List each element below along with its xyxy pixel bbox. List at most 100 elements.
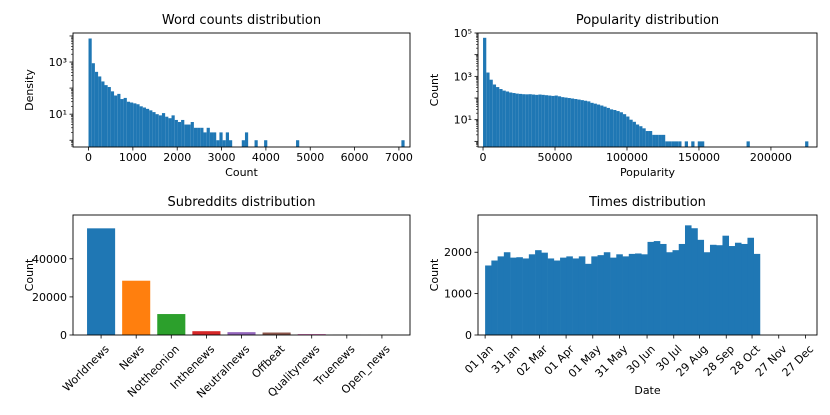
subreddits-bar [157,314,186,335]
popularity-bar [502,90,506,147]
popularity-bar [544,95,549,147]
word_counts-bar [222,140,226,147]
word_counts-xtick-label: 1000 [119,151,147,164]
popularity-bar [492,84,497,147]
times-bar [560,257,567,335]
word_counts-bar [225,132,229,147]
times-bar [485,265,492,335]
popularity-ytick-label: 10³ [454,70,472,83]
times-bar [635,253,642,335]
word_counts-bar [171,115,175,147]
word_counts-bar [158,115,162,147]
word_counts-bar [145,108,150,147]
word_counts-xtick-label: 0 [85,151,92,164]
times-bar [622,256,630,335]
popularity-bar [512,93,516,147]
popularity-bar [489,79,493,147]
popularity-bar [486,72,490,147]
word_counts-xtick-label: 7000 [385,151,413,164]
times-xlabel: Date [634,384,661,397]
word_counts-bar [120,99,124,147]
popularity-bar [632,121,636,147]
word_counts-bar [206,127,210,147]
word_counts-bar [91,63,95,147]
subreddits-bar [227,332,256,335]
popularity-bar [600,105,604,147]
times-bar [709,244,717,335]
times-bar [660,243,667,335]
subreddits-bar [297,334,326,335]
popularity-bar [561,97,565,147]
times-bar [597,255,605,335]
times-bar [553,260,561,335]
word_counts-bar [200,127,204,147]
word_counts-axes-frame [72,32,411,148]
popularity-bar [583,100,588,147]
times-bar [747,237,755,335]
popularity-bar [557,96,562,147]
times-bar [728,246,736,335]
times-bar [610,257,617,335]
popularity-bar [496,87,500,147]
popularity-bar [518,93,523,147]
times-bar [753,253,761,335]
word_counts-bar [101,81,105,147]
word_counts-bar [254,140,258,147]
word_counts-bar [177,122,182,147]
subreddits-bar [262,332,291,335]
popularity-bar [515,93,519,147]
word_counts-chart: 0 1000 2000 3000 4000 5000 6000 7000 10¹ 10³ Word … [23,13,413,179]
times-bar [697,239,705,335]
word_counts-bar [174,119,178,147]
times-bar [734,242,742,335]
popularity-bar [577,99,581,147]
times-bar [547,258,555,335]
popularity-bar [691,141,695,147]
popularity-bar [674,141,679,147]
popularity-bar [570,98,575,147]
times-bar [585,263,592,335]
word_counts-bar [184,124,188,147]
times-bar [566,256,573,335]
popularity-bar [548,95,552,147]
popularity-bar [652,134,656,147]
word_counts-bar [117,93,121,147]
times-bar [510,257,517,335]
popularity-bar [635,124,640,147]
word_counts-bar [216,140,220,147]
popularity-bar [609,109,614,147]
popularity-bar [665,141,669,147]
popularity-bar [619,112,623,147]
word_counts-bar [130,102,134,147]
word_counts-bar [197,127,201,147]
times-bar [578,256,586,335]
word_counts-bar [126,101,131,147]
times-ytick-label: 2000 [444,246,472,259]
word_counts-bar [241,140,245,147]
popularity-bar [483,37,487,148]
popularity-bar [509,92,513,147]
word_counts-bar [244,132,249,147]
times-bar [722,235,730,335]
word_counts-bar [213,132,217,147]
word_counts-bar [149,110,153,147]
subreddits-bar [192,331,221,335]
subreddits-ytick-label: 40000 [32,253,67,266]
word_counts-bar [190,122,194,147]
popularity-chart: 0 50000 100000 150000 200000 10¹ 10³ 10⁵ Popular… [428,13,818,179]
popularity-xtick-label: 50000 [538,151,573,164]
word_counts-xtick-label: 2000 [163,151,191,164]
word_counts-bar [123,97,127,147]
popularity-bar [596,104,601,147]
word_counts-ytick-label: 10³ [49,56,67,69]
times-bar [503,252,511,335]
subreddits-bar [87,228,116,335]
word_counts-xtick-label: 4000 [252,151,280,164]
times-xtick-label: 01 Jan [462,343,496,377]
word_counts-bar [110,91,115,147]
popularity-bar [551,95,555,147]
popularity-bar [613,110,617,147]
popularity-bar [564,97,568,147]
times-bar [528,254,536,335]
